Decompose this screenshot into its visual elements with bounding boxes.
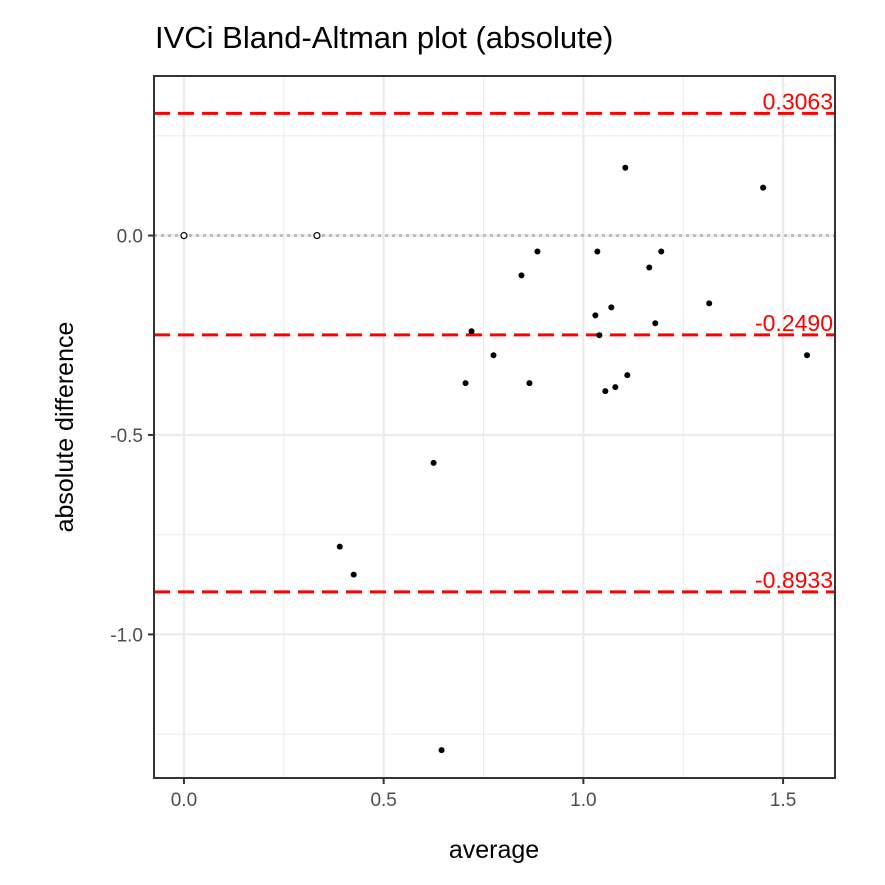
x-axis-title: average xyxy=(449,836,539,864)
data-point xyxy=(612,384,619,391)
reference-lines: 0.3063 -0.2490 -0.8933 xyxy=(154,88,835,594)
data-point xyxy=(646,264,653,271)
x-axis-ticks: 0.0 0.5 1.0 1.5 xyxy=(171,778,796,811)
data-point xyxy=(624,372,631,379)
data-point xyxy=(468,328,475,335)
data-point xyxy=(430,459,437,466)
data-point xyxy=(526,380,533,387)
data-point xyxy=(462,380,469,387)
plot-panel xyxy=(154,76,835,778)
x-tick-label: 1.0 xyxy=(570,790,596,811)
data-point xyxy=(608,304,615,311)
reference-line-label: -0.2490 xyxy=(755,310,833,336)
data-point xyxy=(592,312,599,319)
reference-line-label: -0.8933 xyxy=(755,567,833,593)
x-tick-label: 0.5 xyxy=(370,790,396,811)
data-point xyxy=(596,332,603,339)
data-point xyxy=(652,320,659,327)
data-point xyxy=(180,231,188,240)
data-point xyxy=(622,164,629,171)
y-axis-title: absolute difference xyxy=(51,322,79,533)
x-tick-label: 1.5 xyxy=(770,790,796,811)
data-point xyxy=(518,272,525,279)
data-point xyxy=(313,231,321,240)
data-point xyxy=(336,543,343,550)
data-point xyxy=(706,300,713,307)
reference-line-label: 0.3063 xyxy=(763,88,833,114)
y-tick-label: -1.0 xyxy=(110,625,143,646)
x-tick-label: 0.0 xyxy=(171,790,197,811)
chart-title: IVCi Bland-Altman plot (absolute) xyxy=(155,20,613,55)
data-points xyxy=(180,164,811,754)
data-point xyxy=(804,352,811,359)
data-point xyxy=(438,747,445,754)
y-tick-label: -0.5 xyxy=(110,426,143,447)
y-tick-label: 0.0 xyxy=(117,227,143,248)
data-point xyxy=(594,248,601,255)
data-point xyxy=(350,571,357,578)
data-point xyxy=(658,248,665,255)
y-axis-ticks: 0.0 -0.5 -1.0 xyxy=(110,227,154,646)
data-point xyxy=(760,184,767,191)
data-point xyxy=(490,352,497,359)
data-point xyxy=(602,388,609,395)
panel-border xyxy=(153,75,836,779)
data-point xyxy=(534,248,541,255)
